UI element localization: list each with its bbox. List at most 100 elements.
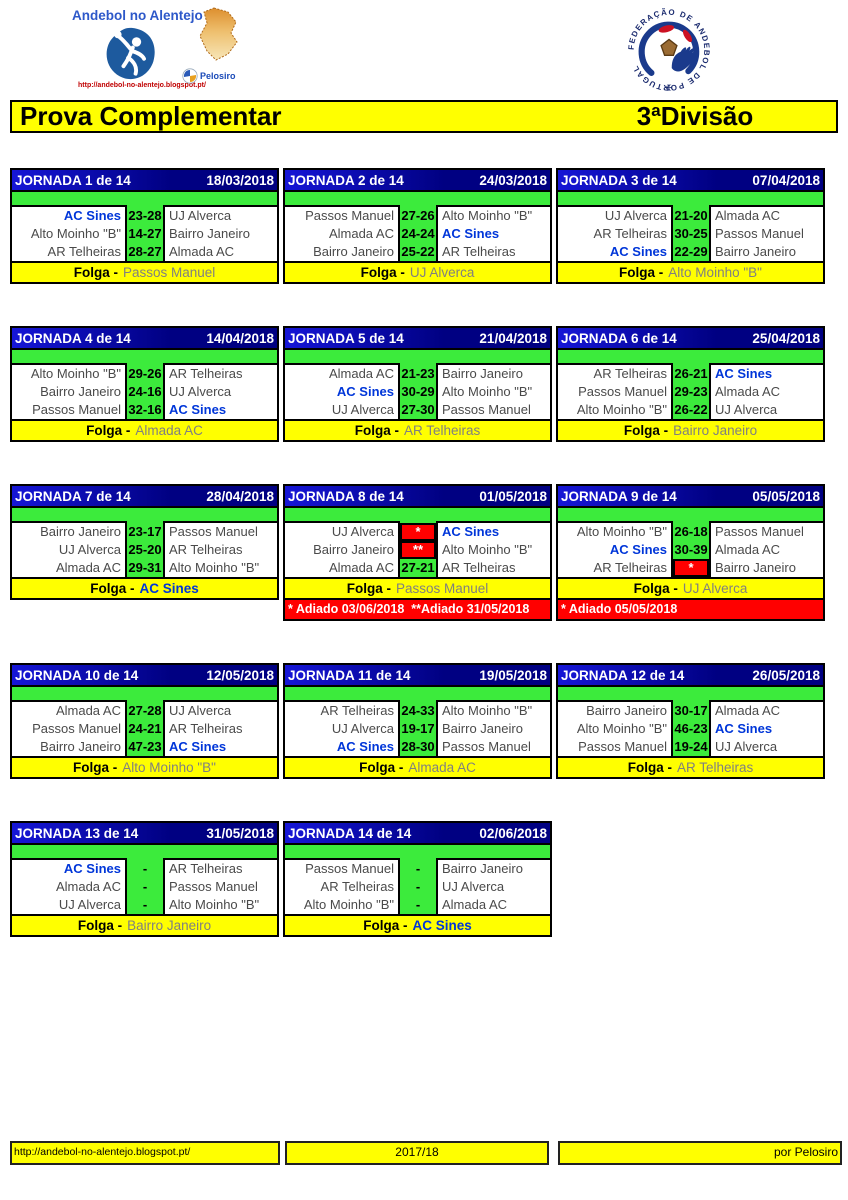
folga-team: UJ Alverca	[409, 265, 475, 280]
match-score: 24-21	[128, 721, 162, 736]
jornada-card: JORNADA 11 de 14 19/05/2018 AR Telheiras…	[283, 663, 552, 779]
jornada-card: JORNADA 4 de 14 14/04/2018 Alto Moinho "…	[10, 326, 279, 442]
fap-logo-icon: FEDERAÇÃO DE ANDEBOL DE PORTUGAL ✠	[625, 6, 713, 94]
score-column: 23-28 14-27 28-27	[127, 205, 163, 261]
jornada-card: JORNADA 5 de 14 21/04/2018 Almada AC AC S…	[283, 326, 552, 442]
home-teams-box: Passos Manuel AR Telheiras Alto Moinho "B"	[285, 858, 400, 914]
match-score: 23-28	[128, 208, 162, 223]
match-score: -	[415, 861, 421, 876]
folga-label: Folga -	[619, 265, 664, 280]
home-team: Passos Manuel	[578, 739, 667, 754]
away-team: AR Telheiras	[442, 560, 516, 575]
home-team: Passos Manuel	[32, 402, 121, 417]
folga-label: Folga -	[623, 423, 669, 438]
jornada-header: JORNADA 1 de 14 18/03/2018	[12, 170, 277, 192]
away-team: UJ Alverca	[442, 879, 505, 894]
match-score: 23-17	[128, 524, 162, 539]
folga-team: AR Telheiras	[403, 423, 481, 438]
jornada-title: JORNADA 6 de 14	[561, 330, 677, 346]
andebol-alentejo-logo: Andebol no Alentejo http://andebo	[62, 2, 272, 94]
away-team: UJ Alverca	[715, 739, 778, 754]
match-score: 26-22	[674, 402, 708, 417]
match-area: Passos Manuel AR Telheiras Alto Moinho "B"…	[285, 858, 550, 914]
home-team: Alto Moinho "B"	[30, 366, 121, 381]
postponed-note: * Adiado 05/05/2018	[558, 598, 823, 619]
match-area: AR Telheiras UJ Alverca AC Sines 24-33 19-1…	[285, 700, 550, 756]
jornada-header: JORNADA 9 de 14 05/05/2018	[558, 486, 823, 508]
jornada-card: JORNADA 7 de 14 28/04/2018 Bairro Janeir…	[10, 484, 279, 600]
jornada-header: JORNADA 4 de 14 14/04/2018	[12, 328, 277, 350]
home-team: Alto Moinho "B"	[303, 897, 394, 912]
home-team: UJ Alverca	[331, 524, 394, 539]
away-teams-box: Bairro Janeiro Alto Moinho "B" Passos Manu…	[436, 363, 550, 419]
folga-row: Folga - AR Telheiras	[558, 756, 823, 777]
jornada-header: JORNADA 13 de 14 31/05/2018	[12, 823, 277, 845]
green-strip	[285, 192, 550, 205]
handball-player-icon	[106, 27, 155, 80]
away-team: AC Sines	[442, 226, 500, 241]
jornada-header: JORNADA 2 de 14 24/03/2018	[285, 170, 550, 192]
footer-author: por Pelosiro	[558, 1141, 842, 1165]
away-team: Bairro Janeiro	[442, 366, 523, 381]
jornada-date: 25/04/2018	[752, 330, 820, 346]
brand-title: Andebol no Alentejo	[72, 8, 203, 23]
folga-label: Folga -	[346, 581, 391, 596]
away-team: Almada AC	[715, 703, 781, 718]
away-teams-box: Passos Manuel Almada AC Bairro Janeiro	[709, 521, 823, 577]
folga-row: Folga - AC Sines	[12, 577, 277, 598]
jornada-date: 21/04/2018	[479, 330, 547, 346]
jornada-date: 18/03/2018	[206, 172, 274, 188]
jornada-title: JORNADA 9 de 14	[561, 488, 677, 504]
green-strip	[12, 350, 277, 363]
jornada-title: JORNADA 14 de 14	[288, 825, 412, 841]
folga-team: Almada AC	[135, 423, 203, 438]
match-area: AR Telheiras Passos Manuel Alto Moinho "B"…	[558, 363, 823, 419]
folga-team: Alto Moinho "B"	[122, 760, 216, 775]
away-teams-box: AC Sines Alto Moinho "B" AR Telheiras	[436, 521, 550, 577]
home-teams-box: Bairro Janeiro Alto Moinho "B" Passos Manu…	[558, 700, 673, 756]
jornadas-grid: JORNADA 1 de 14 18/03/2018 AC Sines Alto …	[10, 168, 848, 937]
home-team: AC Sines	[336, 384, 394, 399]
away-team: Passos Manuel	[715, 226, 804, 241]
page-header: Andebol no Alentejo http://andebo	[0, 0, 848, 96]
folga-label: Folga -	[633, 581, 678, 596]
match-score: 22-29	[674, 244, 708, 259]
folga-row: Folga - AR Telheiras	[285, 419, 550, 440]
away-teams-box: Almada AC AC Sines UJ Alverca	[709, 700, 823, 756]
away-teams-box: UJ Alverca AR Telheiras AC Sines	[163, 700, 277, 756]
match-score: 30-29	[401, 384, 435, 399]
folga-label: Folga -	[86, 423, 131, 438]
folga-row: Folga - Almada AC	[285, 756, 550, 777]
folga-row: Folga - UJ Alverca	[285, 261, 550, 282]
match-score: 25-20	[128, 542, 162, 557]
green-strip	[285, 508, 550, 521]
pelosiro-logo-icon	[182, 68, 198, 84]
folga-team: Almada AC	[408, 760, 476, 775]
away-teams-box: Alto Moinho "B" AC Sines AR Telheiras	[436, 205, 550, 261]
jornada-date: 28/04/2018	[206, 488, 274, 504]
away-teams-box: Almada AC Passos Manuel Bairro Janeiro	[709, 205, 823, 261]
folga-label: Folga -	[363, 918, 408, 933]
jornada-title: JORNADA 8 de 14	[288, 488, 404, 504]
home-team: AC Sines	[609, 542, 667, 557]
match-score: 19-17	[401, 721, 435, 736]
away-team: Bairro Janeiro	[442, 861, 523, 876]
away-team: Almada AC	[715, 384, 781, 399]
page-footer: http://andebol-no-alentejo.blogspot.pt/ …	[10, 1141, 848, 1165]
home-teams-box: AC Sines Alto Moinho "B" AR Telheiras	[12, 205, 127, 261]
green-strip	[558, 687, 823, 700]
away-teams-box: Bairro Janeiro UJ Alverca Almada AC	[436, 858, 550, 914]
match-area: AC Sines Almada AC UJ Alverca - - - AR Telhe…	[12, 858, 277, 914]
folga-team: Alto Moinho "B"	[668, 265, 762, 280]
jornada-card: JORNADA 1 de 14 18/03/2018 AC Sines Alto …	[10, 168, 279, 284]
home-team: Bairro Janeiro	[313, 244, 394, 259]
jornada-card: JORNADA 14 de 14 02/06/2018 Passos Manue…	[283, 821, 552, 937]
home-team: UJ Alverca	[604, 208, 667, 223]
away-team: Alto Moinho "B"	[442, 384, 533, 399]
match-score: 47-23	[128, 739, 162, 754]
home-team: Bairro Janeiro	[586, 703, 667, 718]
folga-label: Folga -	[90, 581, 135, 596]
folga-row: Folga - Passos Manuel	[285, 577, 550, 598]
home-team: Almada AC	[328, 366, 394, 381]
jornada-title: JORNADA 11 de 14	[288, 667, 411, 683]
